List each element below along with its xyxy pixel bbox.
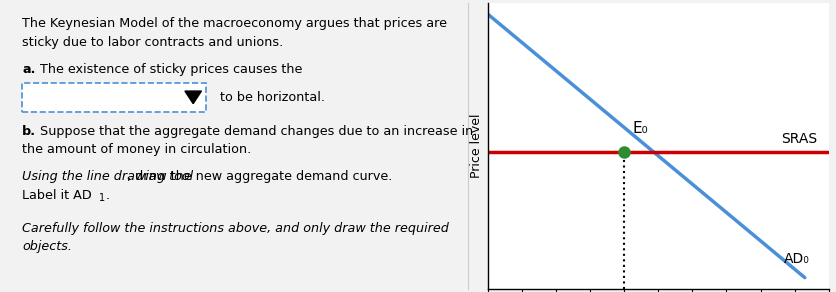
Text: sticky due to labor contracts and unions.: sticky due to labor contracts and unions…	[22, 36, 283, 49]
Text: AD₀: AD₀	[783, 252, 809, 266]
Text: E₀: E₀	[632, 121, 648, 136]
FancyBboxPatch shape	[22, 83, 206, 112]
Text: Carefully follow the instructions above, and only draw the required: Carefully follow the instructions above,…	[22, 222, 448, 235]
Text: The Keynesian Model of the macroeconomy argues that prices are: The Keynesian Model of the macroeconomy …	[22, 17, 446, 30]
Text: the amount of money in circulation.: the amount of money in circulation.	[22, 143, 251, 156]
Text: to be horizontal.: to be horizontal.	[220, 91, 324, 104]
Text: SRAS: SRAS	[780, 132, 816, 146]
Text: Using the line drawing tool: Using the line drawing tool	[22, 170, 193, 183]
Text: objects.: objects.	[22, 240, 72, 253]
Y-axis label: Price level: Price level	[469, 114, 482, 178]
Text: Label it AD: Label it AD	[22, 189, 92, 202]
Text: 1: 1	[99, 193, 105, 203]
Text: Suppose that the aggregate demand changes due to an increase in: Suppose that the aggregate demand change…	[39, 125, 472, 138]
Polygon shape	[185, 91, 201, 104]
Text: .: .	[105, 189, 110, 202]
Text: a.: a.	[22, 63, 35, 76]
Text: The existence of sticky prices causes the: The existence of sticky prices causes th…	[39, 63, 302, 76]
Text: , draw the new aggregate demand curve.: , draw the new aggregate demand curve.	[127, 170, 392, 183]
Text: b.: b.	[22, 125, 36, 138]
